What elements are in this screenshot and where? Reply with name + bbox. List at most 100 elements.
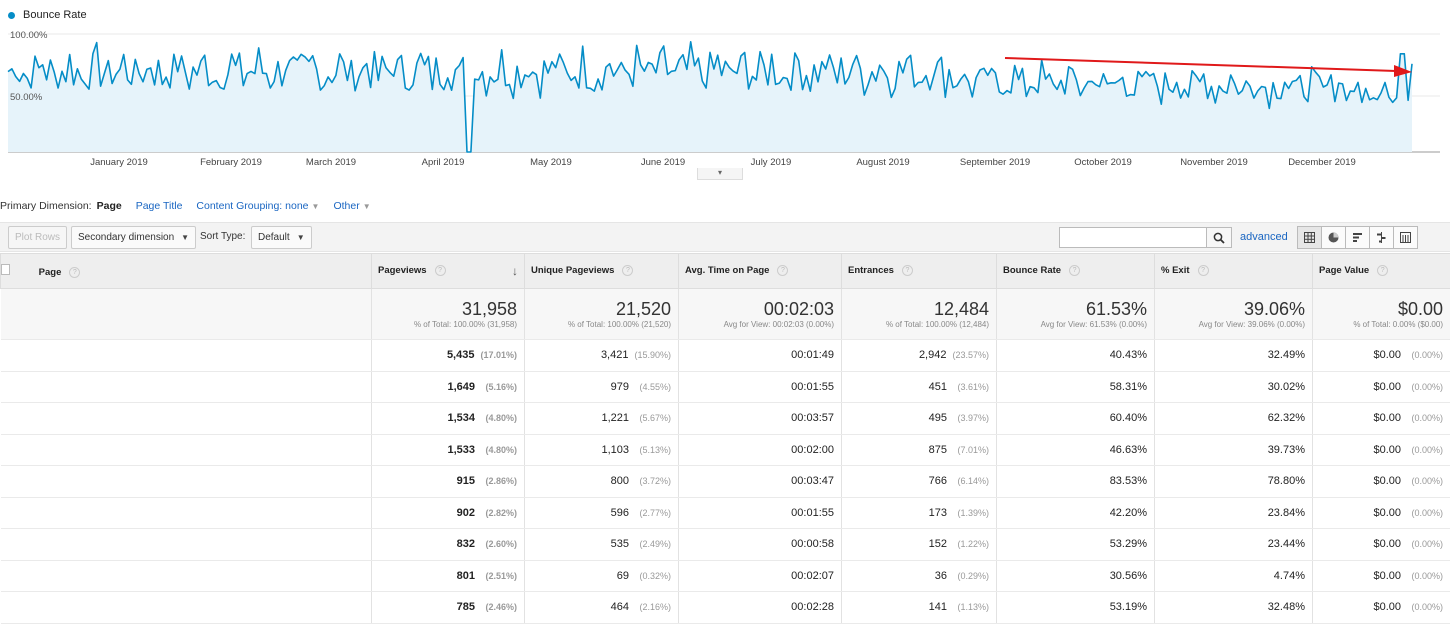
comparison-icon — [1377, 232, 1386, 243]
pageviews-pct: (2.46%) — [485, 602, 517, 613]
help-icon[interactable]: ? — [434, 265, 446, 277]
entrances-cell: 451 (3.61%) — [841, 371, 997, 403]
page-cell[interactable] — [0, 591, 372, 624]
table-row[interactable]: 1,533 (4.80%) 1,103 (5.13%) 00:02:00 875 (7.01… — [0, 434, 1450, 466]
bounce-rate-cell: 42.20% — [996, 497, 1155, 529]
exit-cell: 4.74% — [1154, 560, 1313, 592]
table-view-button[interactable] — [1297, 226, 1322, 249]
page-value-value: $0.00 — [1373, 475, 1401, 488]
content-grouping-dropdown[interactable]: Content Grouping: none ▼ — [196, 200, 319, 212]
page-cell[interactable] — [0, 465, 372, 498]
header-bounce-rate[interactable]: Bounce Rate? — [996, 253, 1155, 289]
header-unique-pageviews[interactable]: Unique Pageviews? — [524, 253, 679, 289]
page-cell[interactable] — [0, 434, 372, 466]
unique-pageviews-cell: 464 (2.16%) — [524, 591, 679, 624]
plot-rows-button[interactable]: Plot Rows — [8, 226, 68, 249]
page-cell[interactable] — [0, 560, 372, 592]
advanced-filter-link[interactable]: advanced — [1240, 231, 1288, 243]
unique-value: 800 — [610, 475, 629, 488]
avg-time-value: 00:03:57 — [791, 412, 834, 425]
unique-pageviews-cell: 535 (2.49%) — [524, 528, 679, 561]
pageviews-value: 5,435 — [446, 349, 475, 362]
header-page[interactable]: Page? — [0, 253, 372, 289]
explorer-data-table: Page? Pageviews? ↓ Unique Pageviews? Avg.… — [0, 253, 1450, 624]
page-value-cell: $0.00 (0.00%) — [1312, 465, 1450, 498]
collapse-chart-toggle[interactable]: ▾ — [697, 168, 743, 180]
page-cell[interactable] — [0, 497, 372, 529]
header-pageviews[interactable]: Pageviews? ↓ — [371, 253, 525, 289]
entrances-pct: (3.97%) — [957, 413, 989, 424]
totals-row: 31,958% of Total: 100.00% (31,958) 21,52… — [0, 288, 1450, 340]
header-entrances[interactable]: Entrances? — [841, 253, 997, 289]
exit-cell: 30.02% — [1154, 371, 1313, 403]
entrances-value: 173 — [928, 506, 947, 519]
sort-type-value: Default — [258, 232, 290, 243]
exit-cell: 39.73% — [1154, 434, 1313, 466]
help-icon[interactable]: ? — [1069, 265, 1081, 277]
header-avg-time[interactable]: Avg. Time on Page? — [678, 253, 842, 289]
table-row[interactable]: 801 (2.51%) 69 (0.32%) 00:02:07 36 (0.29%) 30.5… — [0, 560, 1450, 592]
pie-view-button[interactable] — [1321, 226, 1346, 249]
performance-view-button[interactable] — [1345, 226, 1370, 249]
unique-pageviews-cell: 69 (0.32%) — [524, 560, 679, 592]
secondary-dimension-dropdown[interactable]: Secondary dimension ▼ — [71, 226, 197, 249]
avg-time-cell: 00:00:58 — [678, 528, 842, 561]
pageviews-pct: (2.51%) — [485, 570, 517, 581]
help-icon[interactable]: ? — [622, 265, 634, 277]
entrances-value: 875 — [928, 443, 947, 456]
other-dimension-dropdown[interactable]: Other ▼ — [333, 200, 370, 212]
comparison-view-button[interactable] — [1369, 226, 1394, 249]
header-exit-label: % Exit — [1161, 265, 1190, 277]
other-label: Other — [333, 200, 360, 212]
dimension-page-current: Page — [96, 200, 122, 212]
chart-legend[interactable]: Bounce Rate — [8, 9, 87, 21]
entrances-cell: 495 (3.97%) — [841, 402, 997, 435]
header-exit[interactable]: % Exit? — [1154, 253, 1313, 289]
unique-value: 596 — [610, 506, 629, 519]
page-cell[interactable] — [0, 371, 372, 403]
exit-value: 23.84% — [1267, 506, 1305, 519]
total-exit-value: 39.06% — [1243, 298, 1305, 319]
table-row[interactable]: 5,435 (17.01%) 3,421 (15.90%) 00:01:49 2,942 (… — [0, 339, 1450, 372]
table-search-input[interactable] — [1059, 227, 1207, 248]
entrances-pct: (0.29%) — [957, 570, 989, 581]
page-value-cell: $0.00 (0.00%) — [1312, 434, 1450, 466]
help-icon[interactable]: ? — [69, 266, 81, 278]
help-icon[interactable]: ? — [901, 265, 913, 277]
pivot-view-button[interactable] — [1393, 226, 1418, 249]
page-value-value: $0.00 — [1373, 538, 1401, 551]
sort-type-dropdown[interactable]: Default ▼ — [251, 226, 312, 249]
pageviews-pct: (4.80%) — [485, 444, 517, 455]
help-icon[interactable]: ? — [777, 265, 789, 277]
header-page-value[interactable]: Page Value? — [1312, 253, 1450, 289]
page-cell[interactable] — [0, 528, 372, 561]
table-row[interactable]: 915 (2.86%) 800 (3.72%) 00:03:47 766 (6.14%) 83… — [0, 465, 1450, 498]
unique-pct: (2.49%) — [639, 539, 671, 550]
table-row[interactable]: 1,649 (5.16%) 979 (4.55%) 00:01:55 451 (3.61%)… — [0, 371, 1450, 403]
dimension-page-title-link[interactable]: Page Title — [135, 200, 183, 212]
help-icon[interactable]: ? — [1197, 265, 1209, 277]
pie-chart-icon — [1328, 232, 1339, 243]
page-cell[interactable] — [0, 402, 372, 435]
table-row[interactable]: 785 (2.46%) 464 (2.16%) 00:02:28 141 (1.13%) 53… — [0, 591, 1450, 624]
select-all-checkbox[interactable] — [1, 264, 10, 275]
bounce-rate-cell: 83.53% — [996, 465, 1155, 498]
page-cell[interactable] — [0, 339, 372, 372]
primary-dimension-label: Primary Dimension: — [0, 200, 92, 212]
page-value-cell: $0.00 (0.00%) — [1312, 497, 1450, 529]
trend-arrow-head — [1394, 65, 1412, 77]
chart-area-fill — [8, 41, 1412, 152]
chart-y-labels: 100.00% 50.00% — [10, 30, 48, 103]
pageviews-pct: (2.60%) — [485, 539, 517, 550]
table-row[interactable]: 832 (2.60%) 535 (2.49%) 00:00:58 152 (1.22%) 53… — [0, 528, 1450, 561]
unique-value: 1,221 — [601, 412, 629, 425]
table-row[interactable]: 902 (2.82%) 596 (2.77%) 00:01:55 173 (1.39%) 42… — [0, 497, 1450, 529]
unique-value: 69 — [616, 569, 629, 582]
search-icon — [1213, 232, 1225, 244]
total-avg-time-value: 00:02:03 — [763, 298, 834, 319]
help-icon[interactable]: ? — [1377, 265, 1389, 277]
table-row[interactable]: 1,534 (4.80%) 1,221 (5.67%) 00:03:57 495 (3.97… — [0, 402, 1450, 435]
search-button[interactable] — [1207, 227, 1232, 248]
total-entrances-sub: % of Total: 100.00% (12,484) — [885, 319, 989, 329]
header-entrances-label: Entrances — [848, 265, 894, 277]
